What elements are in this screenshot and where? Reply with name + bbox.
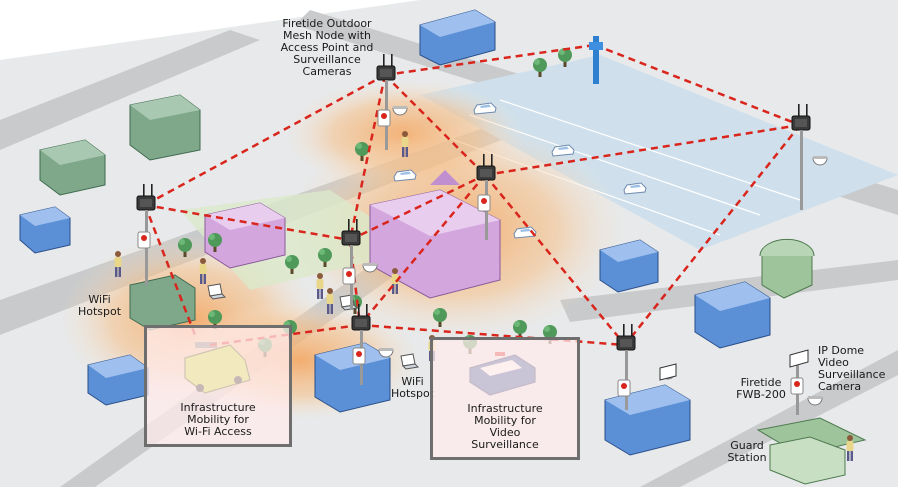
building-green-2 bbox=[39, 139, 106, 196]
wifi-hotspot-left-label: WiFi Hotspot bbox=[77, 293, 122, 318]
building-green-center bbox=[129, 274, 196, 331]
ip-dome-camera-label: IP Dome Video Surveillance Camera bbox=[818, 344, 886, 393]
building-blue-right-1 bbox=[599, 239, 659, 293]
mesh-links bbox=[143, 43, 801, 347]
wifi-access-mobility-box: Infrastructure Mobility for Wi-Fi Access bbox=[144, 325, 292, 447]
mesh-node-icon bbox=[136, 36, 828, 415]
guard-booth-icon bbox=[759, 238, 815, 299]
video-surveillance-mobility-box: Infrastructure Mobility for Video Survei… bbox=[430, 337, 580, 460]
dome-camera-icon bbox=[659, 363, 677, 381]
wifi-access-mobility-label: Infrastructure Mobility for Wi-Fi Access bbox=[180, 401, 256, 438]
video-surveillance-mobility-label: Infrastructure Mobility for Video Survei… bbox=[467, 402, 543, 451]
building-green-1 bbox=[129, 94, 201, 161]
building-blue-right-2 bbox=[694, 281, 771, 349]
building-blue-left bbox=[19, 206, 71, 254]
building-blue-top bbox=[419, 9, 496, 66]
fwb-200-label: Firetide FWB-200 bbox=[736, 376, 786, 401]
building-blue-bottom-left bbox=[87, 354, 149, 406]
guard-station-building bbox=[756, 417, 867, 485]
mesh-node-label: Firetide Outdoor Mesh Node with Access P… bbox=[280, 17, 374, 78]
wifi-hotspot-center-label: WiFi Hotspot bbox=[390, 375, 435, 400]
building-purple-hall bbox=[369, 170, 501, 299]
building-purple-small bbox=[204, 202, 286, 269]
guard-station-label: Guard Station bbox=[727, 439, 767, 464]
